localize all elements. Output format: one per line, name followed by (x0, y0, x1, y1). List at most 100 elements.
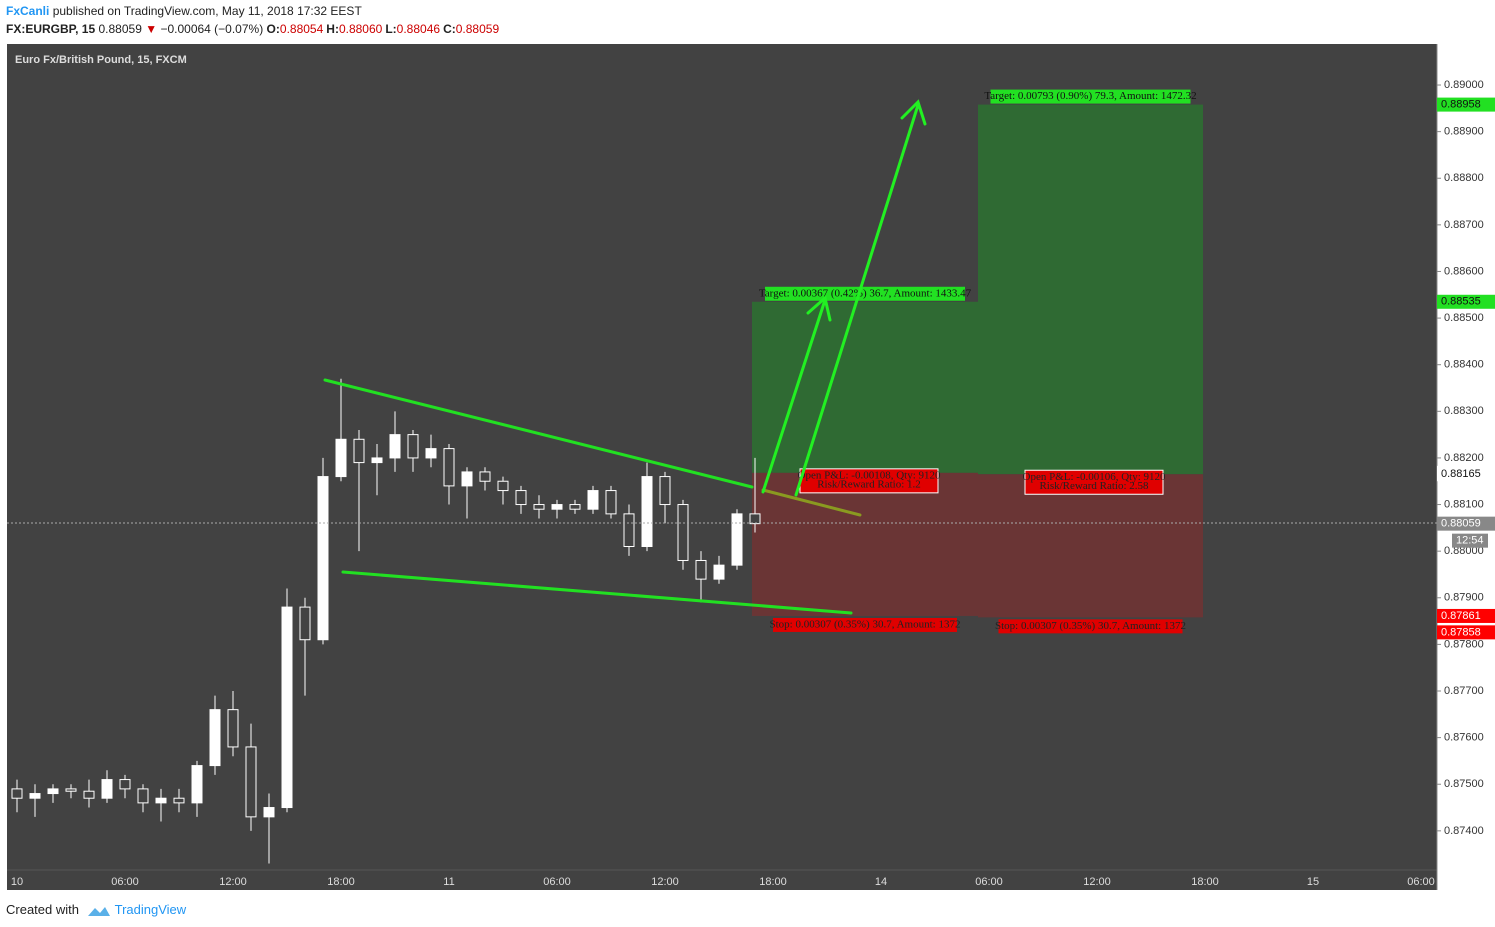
publish-line: FxCanli published on TradingView.com, Ma… (6, 4, 362, 18)
y-tick-label: 0.88700 (1444, 219, 1484, 231)
price-tag (1437, 97, 1495, 112)
y-tick-label: 0.88300 (1444, 405, 1484, 417)
footer: Created with TradingView (6, 902, 186, 918)
y-tick-label: 0.87900 (1444, 592, 1484, 604)
candle-body (353, 438, 365, 464)
x-tick-label: 14 (875, 876, 887, 888)
candle-body (461, 471, 473, 487)
candle-body (587, 490, 599, 510)
y-tick-label: 0.87500 (1444, 778, 1484, 790)
candle-body (335, 438, 347, 478)
price-tag-label: 0.88165 (1441, 468, 1481, 480)
price-tag (1437, 625, 1495, 640)
arrow (761, 295, 832, 494)
ohlc-label: H: (326, 22, 339, 36)
ohlc-label: C: (443, 22, 456, 36)
price-tag (1437, 608, 1495, 623)
author[interactable]: FxCanli (6, 4, 50, 18)
y-tick-label: 0.87400 (1444, 825, 1484, 837)
price-tag (1437, 467, 1495, 482)
stop-box (773, 617, 957, 632)
x-tick-label: 18:00 (327, 876, 355, 888)
logo (87, 906, 110, 916)
target-text: Target: 0.00367 (0.42%) 36.7, Amount: 14… (759, 287, 972, 299)
chart: Euro Fx/British Pound, 15, FXCM Target: … (7, 44, 1495, 890)
arrow (794, 99, 927, 497)
ohlc-label: L: (385, 22, 397, 36)
pnl-text: Open P&L: -0.00106, Qty: 9120 (1023, 471, 1166, 483)
drawings (323, 99, 927, 615)
y-tick-label: 0.88400 (1444, 359, 1484, 371)
pnl-box (1024, 469, 1164, 495)
candle-body (389, 434, 401, 459)
price-tag-label: 0.87861 (1441, 610, 1481, 622)
x-tick-label: 10 (11, 876, 23, 888)
stop-text: Stop: 0.00307 (0.35%) 30.7, Amount: 1372 (995, 620, 1186, 632)
candle-body (11, 788, 23, 799)
pnl-text: Open P&L: -0.00108, Qty: 9120 (798, 469, 941, 481)
x-tick-label: 06:00 (543, 876, 571, 888)
candle-body (497, 480, 509, 492)
candle-body (191, 765, 203, 804)
ohlc-value: 0.88046 (396, 22, 441, 36)
candle-body (641, 476, 653, 547)
ohlc-value: 0.88054 (279, 22, 324, 36)
x-tick-label: 11 (443, 876, 454, 888)
candle-body (83, 790, 95, 799)
countdown-bg (1452, 533, 1488, 548)
candle-body (623, 513, 635, 547)
candle-body (695, 559, 707, 580)
candle-body (479, 471, 491, 482)
candle-body (659, 476, 671, 506)
stop-box (998, 619, 1183, 634)
profit-zone (752, 301, 978, 473)
candle-body (119, 779, 131, 790)
ratio-text: Risk/Reward Ratio: 1.2 (817, 478, 921, 490)
candle-body (317, 476, 329, 641)
candle-body (281, 606, 293, 809)
price-tag (1437, 294, 1495, 309)
loss-zone (978, 474, 1203, 618)
price-tag-label: 0.88958 (1441, 99, 1481, 111)
target-text: Target: 0.00793 (0.90%) 79.3, Amount: 14… (984, 90, 1196, 102)
profit-zone (978, 104, 1203, 475)
ohlc: O:0.88054 H:0.88060 L:0.88046 C:0.88059 (267, 22, 503, 36)
brand[interactable]: TradingView (114, 902, 187, 917)
candle-body (569, 504, 581, 510)
x-tick-label: 12:00 (219, 876, 247, 888)
candle-body (173, 797, 185, 804)
candle-body (731, 513, 743, 566)
ratio-text: Risk/Reward Ratio: 2.58 (1039, 480, 1149, 492)
candle-body (713, 564, 725, 580)
candle-body (47, 788, 59, 795)
candle-body (299, 606, 311, 641)
candle-body (551, 504, 563, 510)
candle-body (515, 490, 527, 506)
candle-body (137, 788, 149, 804)
y-tick-label: 0.88500 (1444, 312, 1484, 324)
candle-body (677, 504, 689, 561)
y-tick-label: 0.87600 (1444, 732, 1484, 744)
candle-body (101, 779, 113, 799)
y-tick-label: 0.88800 (1444, 172, 1484, 184)
loss-zone (752, 472, 978, 616)
x-tick-label: 12:00 (651, 876, 679, 888)
price-tag-label: 0.87858 (1441, 626, 1481, 638)
candle-body (263, 807, 275, 818)
candle-body (65, 788, 77, 792)
symbol: FX:EURGBP, 15 (6, 22, 96, 36)
published: published on TradingView.com, May 11, 20… (52, 4, 362, 18)
candle-body (209, 709, 221, 767)
x-tick-label: 18:00 (1191, 876, 1219, 888)
candle-body (245, 746, 257, 818)
y-tick-label: 0.88000 (1444, 545, 1484, 557)
created: Created with (6, 902, 79, 917)
x-tick-label: 12:00 (1083, 876, 1111, 888)
trend-line (341, 570, 853, 615)
symbol-line: FX:EURGBP, 15 0.88059 ▼ −0.00064 (−0.07%… (6, 22, 502, 36)
candle-body (155, 797, 167, 804)
candle-body (407, 434, 419, 459)
candle-body (227, 709, 239, 748)
x-tick-label: 06:00 (975, 876, 1003, 888)
